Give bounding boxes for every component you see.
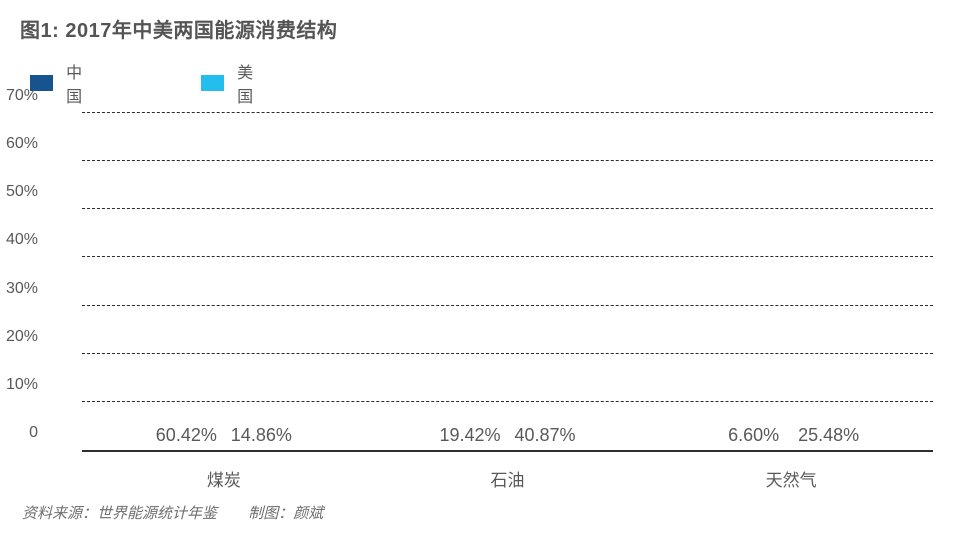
x-axis-label-天然气: 天然气 bbox=[765, 471, 817, 490]
y-axis-tick-0: 0 bbox=[29, 424, 38, 441]
x-axis-label-石油: 石油 bbox=[490, 471, 525, 490]
gridline-60 bbox=[82, 160, 933, 162]
bar-value-label: 14.86% bbox=[230, 425, 292, 445]
china-color-swatch bbox=[30, 75, 54, 91]
gridline-30 bbox=[82, 304, 933, 306]
y-axis-tick-60: 60% bbox=[5, 135, 38, 153]
y-axis-tick-50: 50% bbox=[5, 183, 38, 201]
chart-title: 图1: 2017年中美两国能源消费结构 bbox=[20, 20, 338, 42]
x-axis-label-煤炭: 煤炭 bbox=[206, 471, 241, 490]
plot-area: 0 10% 20% 30% 40% 50% 60% 70% 60.42% 14.86% 煤炭 19.4… bbox=[6, 87, 933, 490]
bar-value-label: 60.42% bbox=[155, 425, 217, 445]
gridline-50 bbox=[82, 208, 933, 210]
bar-value-label: 25.48% bbox=[798, 425, 860, 445]
gridline-10 bbox=[82, 400, 933, 402]
legend-item-china: 中国 bbox=[30, 59, 90, 107]
legend-item-usa: 美国 bbox=[201, 59, 261, 107]
footer: 资料来源：世界能源统计年鉴 制图：颜斌 bbox=[22, 502, 323, 523]
gridline-70 bbox=[82, 112, 933, 113]
gridline-20 bbox=[82, 352, 933, 354]
usa-color-swatch bbox=[201, 75, 225, 91]
legend-label-china: 中国 bbox=[66, 65, 83, 106]
data-source-text: 资料来源：世界能源统计年鉴 bbox=[22, 505, 218, 522]
y-axis-tick-30: 30% bbox=[5, 279, 38, 297]
legend-label-usa: 美国 bbox=[237, 65, 254, 106]
chart-credit-text: 制图：颜斌 bbox=[248, 505, 324, 522]
y-axis-tick-10: 10% bbox=[5, 375, 38, 393]
y-axis-tick-20: 20% bbox=[5, 327, 38, 345]
y-axis-tick-70: 70% bbox=[5, 87, 38, 104]
bar-value-label: 19.42% bbox=[439, 425, 501, 445]
bar-value-label: 40.87% bbox=[514, 425, 576, 445]
gridline-40 bbox=[82, 256, 933, 258]
bar-value-label: 6.60% bbox=[728, 425, 780, 445]
y-axis-tick-40: 40% bbox=[5, 231, 38, 249]
